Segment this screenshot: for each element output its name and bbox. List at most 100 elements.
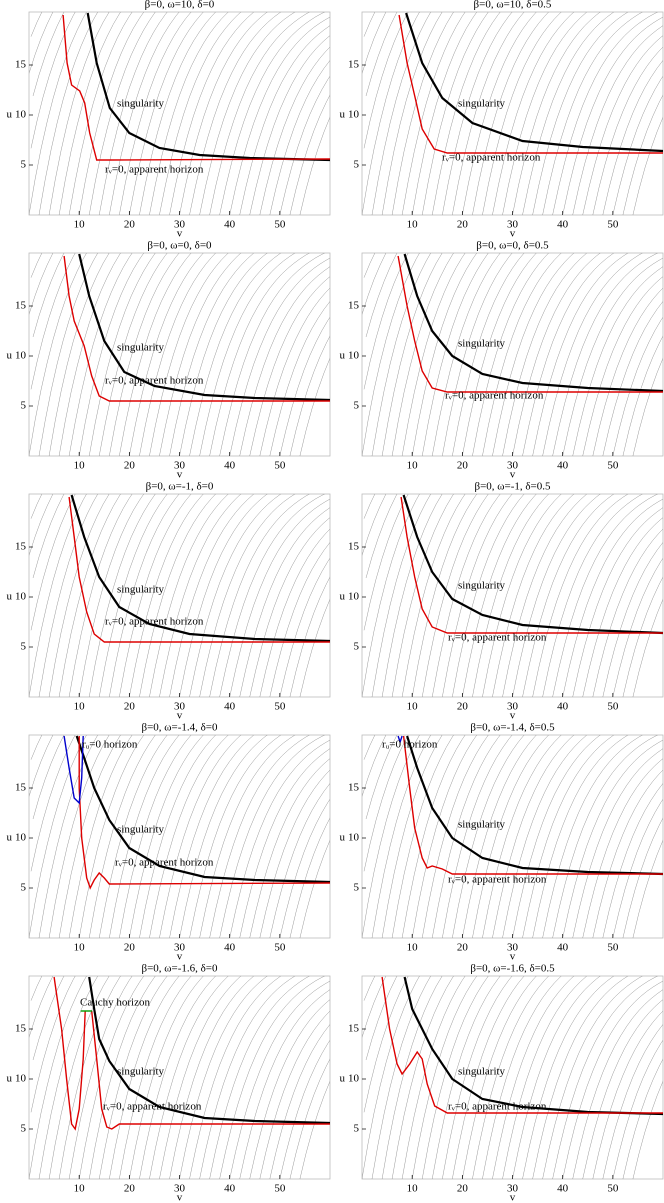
level-curve	[169, 253, 255, 456]
curve-label: rᵥ=0, apparent horizon	[442, 152, 541, 164]
level-curve	[219, 494, 326, 697]
curve	[402, 735, 663, 875]
curve-label: rᵥ=0, apparent horizon	[445, 390, 544, 402]
x-tick-label: 40	[557, 219, 569, 231]
level-curve	[29, 12, 54, 74]
y-axis-label: u	[340, 1073, 346, 1085]
level-curve	[552, 735, 659, 938]
x-tick-label: 50	[607, 701, 619, 713]
level-curve	[632, 116, 663, 215]
x-tick-label: 40	[224, 219, 236, 231]
level-curve	[532, 253, 629, 456]
level-curve	[472, 494, 550, 697]
curves	[53, 976, 330, 1131]
level-curve	[78, 976, 145, 1179]
level-curve	[421, 494, 489, 697]
level-curve	[129, 253, 204, 456]
level-curve	[119, 253, 192, 456]
level-curve	[98, 976, 168, 1179]
curve	[78, 253, 330, 402]
level-curve	[119, 976, 192, 1179]
curve-label: singularity	[458, 338, 506, 350]
panel: β=0, ω=0, δ=0.5 10 20 30 40 50 5 10 15 v u singular…	[340, 240, 664, 481]
level-curve	[462, 494, 537, 697]
level-curve	[279, 557, 330, 697]
x-tick-label: 30	[507, 219, 519, 231]
level-curve	[472, 12, 550, 215]
level-curve	[411, 494, 478, 697]
x-tick-label: 40	[557, 460, 569, 472]
level-curve	[139, 735, 217, 938]
curve-label: rᵥ=0, apparent horizon	[115, 857, 214, 869]
y-axis-label: u	[340, 350, 346, 362]
x-axis-label: v	[177, 469, 183, 481]
x-tick-label: 20	[457, 460, 469, 472]
level-curves	[362, 12, 663, 215]
level-curve	[452, 12, 525, 215]
level-curve	[632, 357, 663, 456]
level-curve	[492, 494, 575, 697]
level-curve	[572, 25, 663, 215]
curve-label: rᵤ=0 horizon	[82, 739, 138, 751]
y-axis-label: u	[7, 832, 13, 844]
panel-title: β=0, ω=-1.4, δ=0	[141, 722, 218, 734]
level-curve	[502, 735, 588, 938]
level-curve	[562, 498, 663, 697]
panel-title: β=0, ω=-1.4, δ=0.5	[470, 722, 555, 734]
panel-title: β=0, ω=10, δ=0	[145, 0, 215, 11]
curve-label: singularity	[117, 824, 165, 836]
panel: β=0, ω=10, δ=0.5 10 20 30 40 50 5 10 15 v u singula…	[340, 0, 664, 240]
level-curve	[139, 976, 217, 1179]
level-curve	[612, 75, 663, 215]
level-curve	[602, 1024, 663, 1179]
level-curve	[532, 494, 629, 697]
curve	[70, 494, 330, 643]
level-curve	[169, 12, 255, 215]
y-axis-label: u	[340, 109, 346, 121]
level-curve	[381, 253, 443, 456]
level-curve	[149, 976, 229, 1179]
y-tick-label: 5	[21, 641, 27, 653]
curve	[63, 735, 84, 805]
level-curve	[472, 976, 550, 1179]
x-tick-label: 40	[224, 942, 236, 954]
curve-label: singularity	[458, 1066, 506, 1078]
level-curve	[602, 60, 663, 215]
level-curve	[421, 253, 489, 456]
y-tick-label: 10	[15, 350, 27, 362]
level-curve	[209, 12, 310, 215]
level-curve	[442, 12, 513, 215]
curve-label: rᵥ=0, apparent horizon	[105, 616, 204, 628]
level-curve	[199, 253, 296, 456]
curve	[406, 735, 663, 876]
level-curve	[442, 253, 513, 456]
x-tick-label: 10	[407, 701, 419, 713]
level-curve	[522, 253, 615, 456]
x-tick-label: 10	[407, 1183, 419, 1195]
x-tick-label: 40	[557, 942, 569, 954]
y-tick-label: 5	[354, 641, 360, 653]
level-curves	[29, 976, 330, 1179]
curves	[397, 735, 663, 876]
level-curve	[552, 253, 659, 456]
level-curve	[363, 253, 409, 390]
curve	[403, 253, 663, 393]
curve	[63, 255, 330, 402]
level-curve	[542, 12, 643, 215]
curves	[381, 976, 663, 1116]
y-tick-label: 15	[15, 541, 27, 553]
level-curve	[58, 735, 121, 938]
level-curve	[189, 253, 282, 456]
level-curve	[542, 735, 643, 938]
x-tick-label: 50	[607, 219, 619, 231]
level-curves	[362, 494, 663, 697]
level-curve	[98, 253, 168, 456]
level-curve	[269, 301, 330, 456]
level-curve	[179, 253, 268, 456]
level-curve	[512, 253, 601, 456]
level-curve	[32, 735, 65, 820]
level-curve	[381, 976, 443, 1179]
x-tick-label: 10	[74, 701, 86, 713]
level-curve	[532, 976, 629, 1179]
x-axis-label: v	[177, 951, 183, 963]
